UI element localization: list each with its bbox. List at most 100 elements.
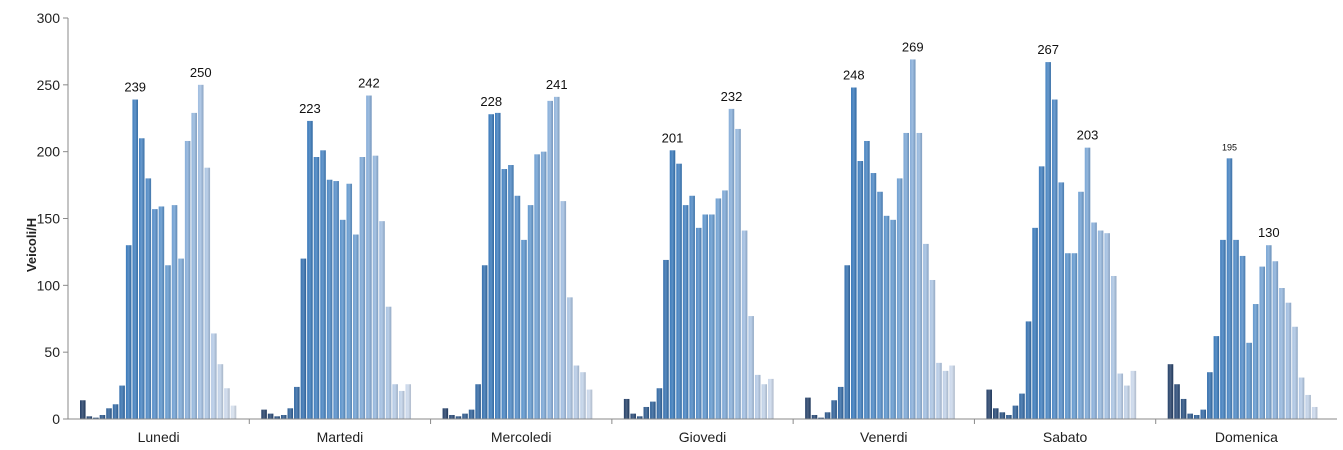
bar-shade [158, 206, 165, 419]
data-label-lunedi-0: 239 [124, 80, 146, 95]
bar-shade [280, 414, 287, 419]
bar-shade [398, 390, 405, 419]
bar-shade [1038, 166, 1045, 419]
bar-shade [768, 378, 774, 419]
bar-shade [1305, 394, 1311, 419]
bar-shade [307, 120, 313, 420]
bar-shade [910, 59, 916, 419]
y-tick-label: 300 [37, 10, 61, 26]
bar-shade [442, 408, 449, 419]
bar-shade [294, 386, 300, 419]
bar-shade [567, 297, 573, 419]
x-axis: Lunedi Martedi Mercoledi Giovedi Venerdi Saba… [68, 418, 1337, 445]
bar-shade [385, 306, 392, 419]
bars [80, 59, 1318, 420]
bar-shade [923, 243, 929, 419]
bar-shade [405, 384, 412, 419]
bar-shade [741, 230, 748, 419]
bar-shade [514, 195, 521, 419]
bar-shade [1065, 253, 1071, 419]
bar-shade [722, 190, 728, 419]
bar-shade [709, 214, 715, 419]
bar-shade [99, 414, 106, 419]
bar-shade [1084, 147, 1091, 419]
bar-shade [949, 365, 955, 419]
bar-shade [818, 417, 824, 419]
bar-shade [1220, 239, 1226, 419]
bar-shade [682, 205, 689, 419]
y-tick-label: 50 [44, 344, 60, 360]
bar-shade [643, 406, 650, 419]
bar-shade [287, 408, 294, 419]
x-category-label: Martedi [317, 429, 364, 445]
bar-shade [481, 265, 488, 419]
bar-shade [165, 265, 171, 419]
x-category-label: Lunedi [138, 429, 180, 445]
y-axis: 0 50 100 150 200 250 300 [37, 10, 69, 427]
bar-shade [1174, 384, 1180, 419]
bar-shade [754, 374, 761, 419]
data-label-martedi-0: 223 [299, 101, 321, 116]
bar-shade [992, 408, 999, 419]
bar-shade [540, 151, 547, 420]
bar-shade [630, 413, 636, 419]
bar-shade [501, 169, 508, 419]
x-category-label: Sabato [1043, 429, 1088, 445]
bar-shade [468, 409, 475, 419]
bar-shade [715, 198, 722, 419]
bar-shade [508, 165, 514, 419]
bar-shade [132, 99, 138, 419]
bar-shade [80, 400, 86, 419]
bar-shade [326, 179, 333, 419]
data-label-domenica-0: 195 [1222, 142, 1237, 152]
y-tick-label: 150 [37, 211, 61, 227]
bar-shade [1078, 191, 1084, 419]
bar-shade [217, 364, 224, 419]
bar-shade [152, 209, 158, 419]
bar-shade [844, 265, 851, 419]
bar-shade [93, 417, 99, 419]
data-label-sabato-0: 267 [1037, 42, 1059, 57]
bar-shade [197, 84, 204, 419]
bar-shade [230, 405, 237, 419]
bar-shade [333, 181, 339, 419]
bar-shade [1167, 364, 1174, 419]
bar-shade [527, 205, 534, 419]
y-tick-label: 0 [52, 411, 60, 427]
bar-shade [811, 414, 818, 419]
bar-shade [1006, 414, 1012, 419]
bar-shade [1252, 304, 1259, 419]
bar-shade [1226, 158, 1233, 419]
bar-shade [191, 112, 197, 420]
bar-shade [1117, 373, 1124, 419]
bar-shade [1097, 230, 1104, 419]
data-label-sabato-1: 203 [1077, 128, 1099, 143]
bar-shade [586, 389, 593, 419]
bar-shade [656, 388, 663, 419]
bar-shade [748, 316, 754, 419]
data-label-lunedi-1: 250 [190, 65, 212, 80]
bar-shade [623, 398, 630, 419]
data-label-mercoledi-1: 241 [546, 77, 568, 92]
bar-shade [1187, 413, 1193, 419]
bar-shade [1019, 393, 1025, 419]
x-category-label: Mercoledi [491, 429, 552, 445]
bar-shade [455, 416, 462, 419]
bar-shade [359, 157, 366, 419]
bar-shade [870, 173, 877, 419]
bar-shade [728, 108, 735, 419]
bar-shade [1104, 233, 1110, 419]
bar-shade [929, 279, 936, 419]
bar-shade [1025, 321, 1032, 419]
bar-shade [449, 414, 455, 419]
bar-shade [178, 258, 184, 419]
bar-shade [1051, 99, 1058, 419]
data-label-domenica-1: 130 [1258, 225, 1280, 240]
bar-shade [534, 154, 540, 419]
bar-shade [1213, 336, 1220, 419]
y-tick-label: 200 [37, 144, 61, 160]
bar-shade [1032, 227, 1038, 419]
bar-shade [837, 386, 844, 419]
y-tick-label: 250 [37, 77, 61, 93]
bar-shade [300, 258, 307, 419]
